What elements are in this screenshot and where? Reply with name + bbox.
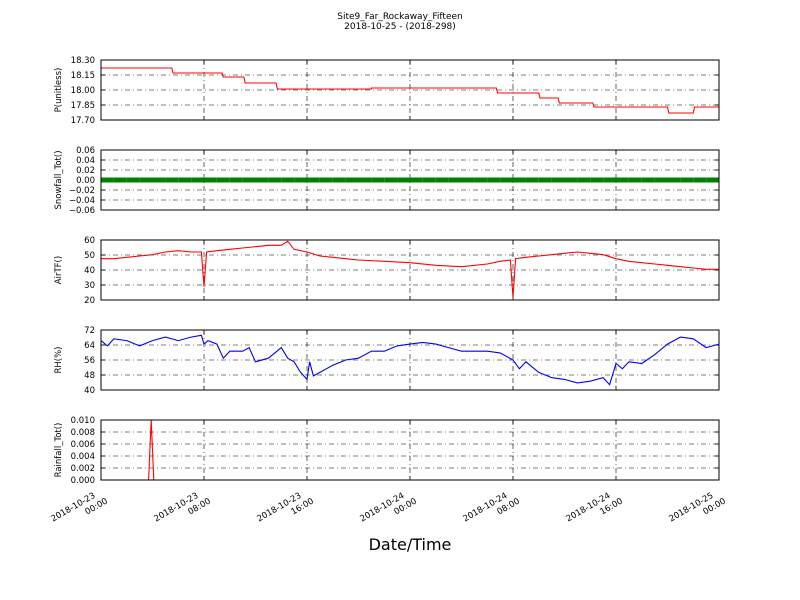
panel-frame [100,59,720,121]
y-tick-label: 0.06 [76,146,95,156]
chart-panels: 18.30 18.15 18.00 17.85 17.70 P(unitless) 0.06… [50,56,728,524]
y-tick-label: 0.010 [71,416,95,426]
y-tick-label: −0.06 [69,206,95,216]
y-tick-label: −0.02 [69,186,95,196]
series-line [101,240,719,298]
y-tick-label: 40 [84,266,95,276]
y-tick-label: 0.004 [71,452,95,462]
y-axis-label: P(unitless) [54,68,64,113]
y-axis-label: Snowfall_Tot() [54,150,64,209]
panel-3: 60 50 40 30 20 AirTF() [54,236,720,306]
y-axis-label: Rainfall_Tot() [54,423,64,478]
panel-frame [100,329,720,391]
y-tick-label: 0.002 [71,464,95,474]
series-line [101,67,719,114]
y-tick-label: 18.00 [71,86,95,96]
series-line [100,334,720,386]
panel-frame [100,149,720,211]
y-axis-label: RH(%) [54,346,64,373]
y-tick-label: 30 [84,281,95,291]
y-tick-label: 56 [84,356,95,366]
y-tick-label: 0.008 [71,428,95,438]
y-tick-label: 64 [84,341,95,351]
panel-2: 0.060.040.020.00−0.02−0.04−0.06 Snowfall_… [54,146,720,216]
y-tick-label: 0.00 [76,176,95,186]
y-tick-label: 50 [84,251,95,261]
y-tick-label: 72 [84,326,95,336]
panel-frame [100,239,720,301]
x-axis-label: Date/Time [369,535,452,554]
y-tick-label: 0.02 [76,166,95,176]
chart-title: Site9_Far_Rockaway_Fifteen [337,12,463,22]
panel-5: 0.010 0.008 0.006 0.004 0.002 0.000 Rainfall_T… [54,416,720,486]
panel-frame [100,419,720,481]
y-tick-label: 48 [84,371,95,381]
y-tick-label: 18.15 [71,71,95,81]
y-tick-label: 17.70 [71,116,95,126]
chart-subtitle: 2018-10-25 - (2018-298) [344,22,456,32]
y-tick-label: −0.04 [69,196,95,206]
y-tick-label: 18.30 [71,56,95,66]
y-tick-label: 20 [84,296,95,306]
y-tick-label: 60 [84,236,95,246]
y-tick-label: 40 [84,386,95,396]
y-tick-label: 0.006 [71,440,95,450]
y-tick-label: 17.85 [71,101,95,111]
y-axis-label: AirTF() [54,256,64,284]
y-tick-label: 0.000 [71,476,95,486]
y-tick-label: 0.04 [76,156,95,166]
panel-1: 18.30 18.15 18.00 17.85 17.70 P(unitless) [54,56,720,126]
panel-4: 72 64 56 48 40 RH(%) [54,326,720,396]
